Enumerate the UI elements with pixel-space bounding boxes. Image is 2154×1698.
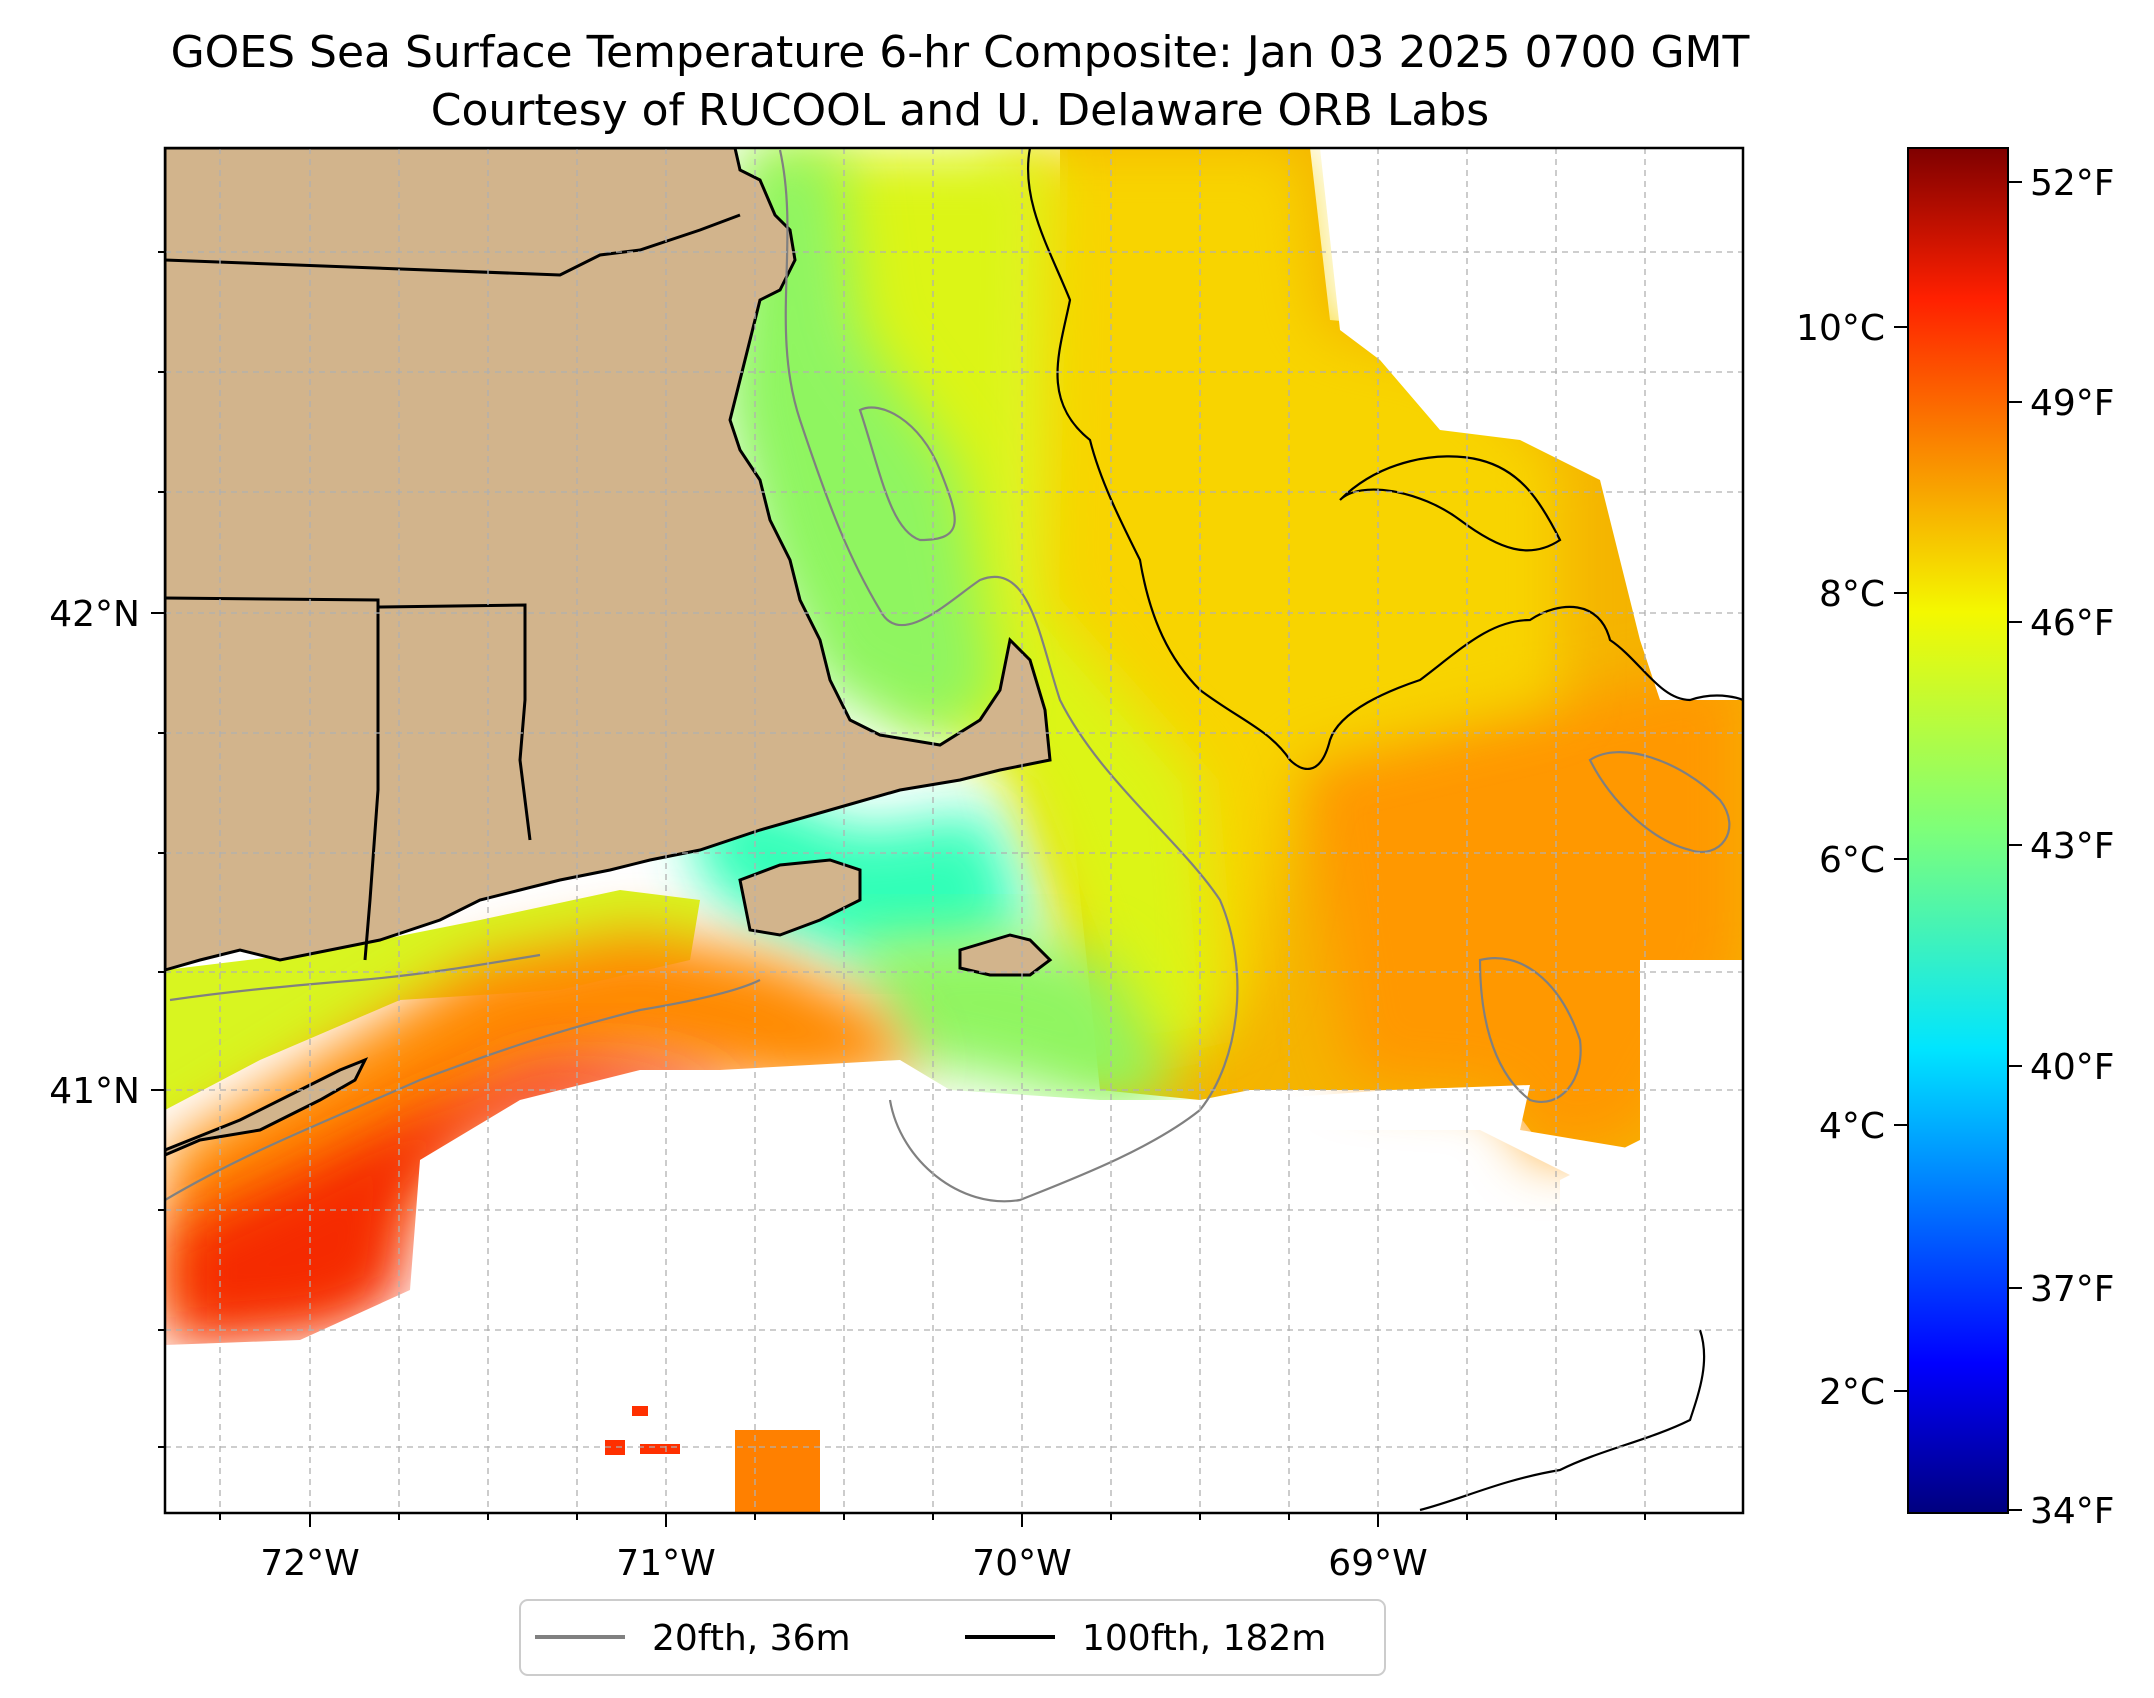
axis-ticks xyxy=(151,251,1646,1527)
colorbar xyxy=(1907,147,2009,1514)
legend-label-100fth: 100fth, 182m xyxy=(1082,1618,1326,1659)
lon-label-69w: 69°W xyxy=(1328,1543,1427,1584)
colorbar-label-37f: 37°F xyxy=(2030,1269,2115,1310)
land-marthas-vineyard xyxy=(738,858,862,937)
cloud-mask-southeast xyxy=(1560,960,1743,1513)
colorbar-fahrenheit-ticks xyxy=(2008,181,2022,1511)
colorbar-label-43f: 43°F xyxy=(2030,826,2115,867)
land-new-england xyxy=(165,148,1052,972)
colorbar-label-8c: 8°C xyxy=(1819,574,1885,615)
land-long-island xyxy=(165,1057,369,1157)
lat-label-41n: 41°N xyxy=(49,1071,140,1112)
sst-shelf-red xyxy=(170,1060,740,1345)
colorbar-label-4c: 4°C xyxy=(1819,1106,1885,1147)
colorbar-label-52f: 52°F xyxy=(2030,163,2115,204)
sst-offshore-deep-orange xyxy=(1300,660,1743,1160)
land-nantucket xyxy=(958,933,1053,977)
legend-box xyxy=(519,1599,1386,1676)
map-title: GOES Sea Surface Temperature 6-hr Compos… xyxy=(170,27,1750,78)
sst-patch-c xyxy=(640,1444,680,1454)
lon-label-70w: 70°W xyxy=(972,1543,1071,1584)
lon-label-72w: 72°W xyxy=(260,1543,359,1584)
colorbar-label-46f: 46°F xyxy=(2030,603,2115,644)
contour-100fth xyxy=(1026,148,1743,1512)
map-gridlines xyxy=(165,148,1743,1513)
sst-field xyxy=(165,148,1743,1513)
colorbar-label-49f: 49°F xyxy=(2030,383,2115,424)
legend-label-20fth: 20fth, 36m xyxy=(652,1618,851,1659)
colorbar-celsius-ticks xyxy=(1894,326,1908,1392)
sst-patch-b xyxy=(605,1440,625,1455)
cloud-mask-northeast xyxy=(1320,148,1743,700)
lat-label-42n: 42°N xyxy=(49,594,140,635)
colorbar-label-6c: 6°C xyxy=(1819,840,1885,881)
colorbar-label-40f: 40°F xyxy=(2030,1047,2115,1088)
lon-label-71w: 71°W xyxy=(616,1543,715,1584)
colorbar-label-2c: 2°C xyxy=(1819,1372,1885,1413)
map-frame xyxy=(163,146,1745,1515)
sst-patch-a xyxy=(735,1430,820,1513)
sst-patch-d xyxy=(632,1406,648,1416)
cloud-mask-south xyxy=(165,1060,1640,1513)
colorbar-label-34f: 34°F xyxy=(2030,1491,2115,1532)
map-subtitle: Courtesy of RUCOOL and U. Delaware ORB L… xyxy=(430,85,1490,136)
colorbar-label-10c: 10°C xyxy=(1796,308,1885,349)
